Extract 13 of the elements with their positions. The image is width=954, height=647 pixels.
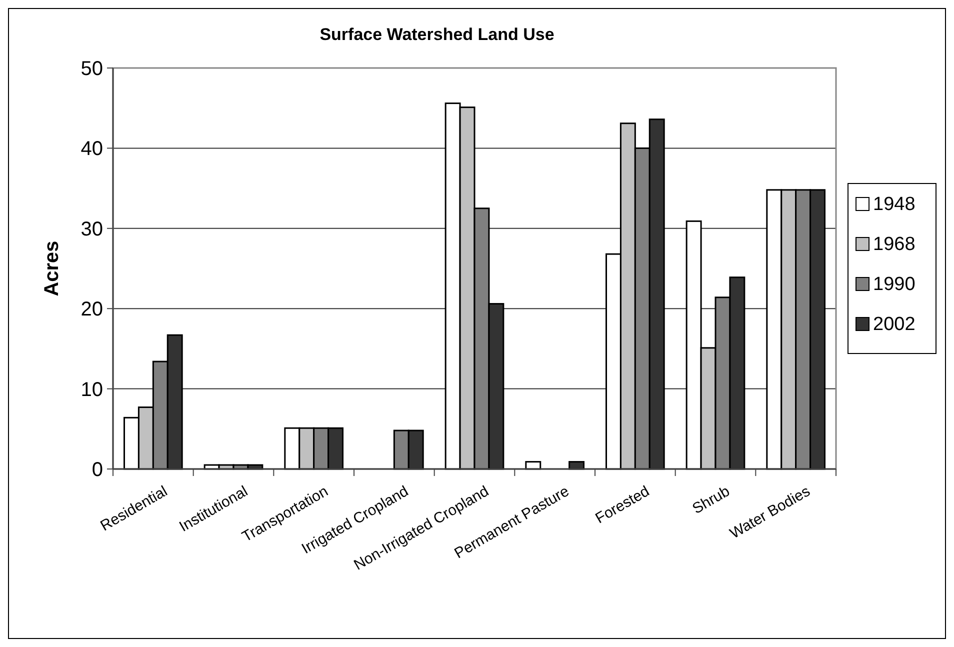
chart-title: Surface Watershed Land Use xyxy=(320,25,554,44)
x-tick-label: Shrub xyxy=(690,482,733,518)
legend-label: 1968 xyxy=(873,234,916,256)
y-tick-label: 30 xyxy=(80,218,103,240)
y-tick-label: 50 xyxy=(80,58,103,80)
y-tick-label: 40 xyxy=(80,138,103,160)
legend-label: 1948 xyxy=(873,194,916,216)
y-tick-label: 20 xyxy=(80,298,103,321)
y-axis-title: Acres xyxy=(41,240,63,296)
legend-label: 1990 xyxy=(873,274,916,296)
y-tick-label: 0 xyxy=(92,459,103,481)
legend-label: 2002 xyxy=(873,314,916,336)
y-tick-label: 10 xyxy=(80,378,103,401)
